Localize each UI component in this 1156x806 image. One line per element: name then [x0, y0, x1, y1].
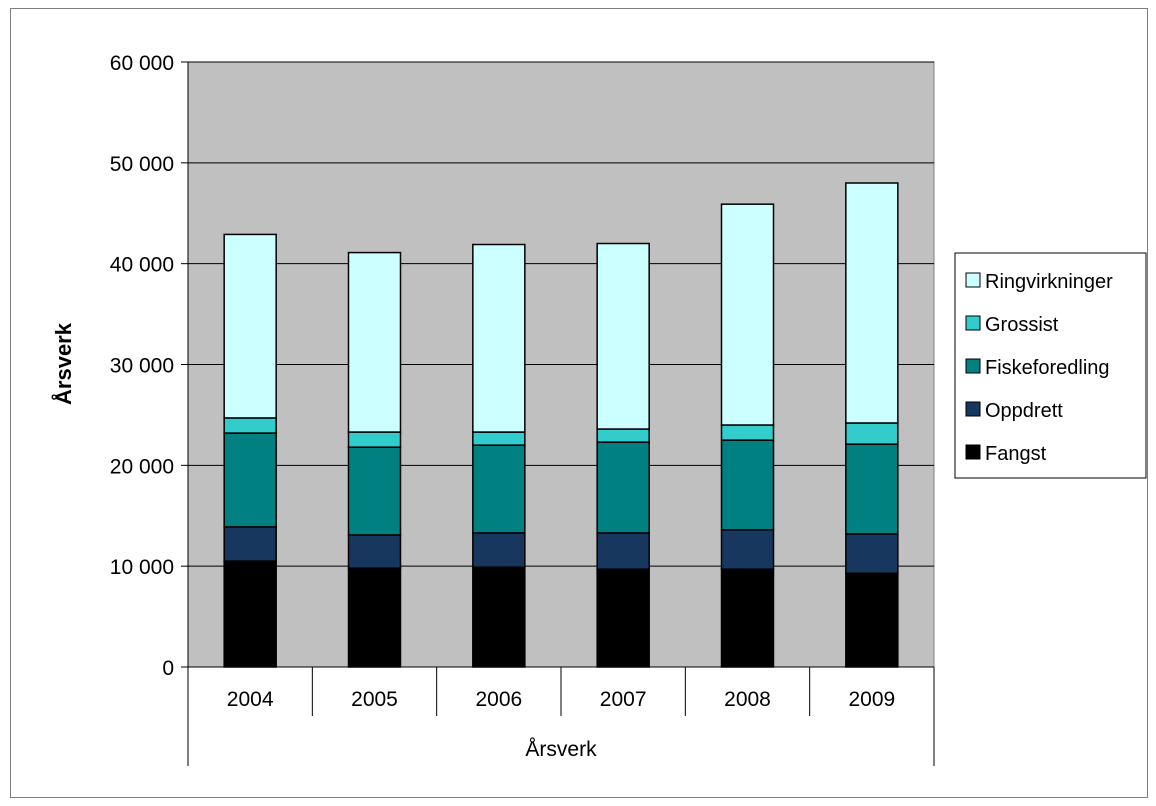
bar-segment: [720, 529, 775, 570]
bar-segment: [347, 446, 402, 536]
bar-segment: [845, 182, 899, 424]
legend-swatch: [965, 444, 981, 460]
bar-segment: [596, 242, 650, 430]
bar-segment: [223, 526, 277, 562]
bar-segment: [472, 431, 526, 446]
x-tick-label: 2006: [475, 688, 522, 711]
bar-segment: [472, 444, 526, 534]
bar-segment: [720, 203, 775, 426]
legend-swatch: [965, 358, 981, 374]
bar-segment: [596, 441, 650, 534]
bar-segment: [720, 439, 775, 531]
bar-segment: [596, 568, 650, 668]
bar-segment: [845, 572, 899, 668]
x-tick-label: 2007: [600, 688, 647, 711]
gridlines: [188, 61, 934, 567]
y-tick-label: 10 000: [110, 556, 174, 579]
legend-swatch: [965, 272, 981, 288]
x-tick-label: 2008: [724, 688, 771, 711]
bar-segment: [223, 233, 277, 419]
bar-segment: [347, 431, 402, 448]
bar-segment: [596, 532, 650, 570]
legend-label: Oppdrett: [985, 400, 1063, 422]
bar-segment: [845, 533, 899, 574]
legend-label: Grossist: [985, 314, 1059, 336]
y-tick-label: 20 000: [110, 455, 174, 478]
y-tick-label: 50 000: [110, 153, 174, 176]
legend-swatch: [965, 315, 981, 331]
bar-segment: [347, 534, 402, 569]
bars: [223, 182, 899, 668]
bar-segment: [845, 443, 899, 535]
legend-swatch: [965, 401, 981, 417]
bar-segment: [596, 428, 650, 443]
x-axis: 2004 2005 2006 2007 2008 2009: [187, 666, 935, 766]
legend: Ringvirkninger Grossist Fiskeforedling Oppd…: [954, 252, 1147, 479]
bar-segment: [472, 243, 526, 433]
x-tick-label: 2004: [227, 688, 274, 711]
bar-segment: [223, 417, 277, 434]
bar-segment: [845, 422, 899, 445]
x-tick-label: 2009: [848, 688, 895, 711]
y-axis-title: Årsverk: [50, 322, 76, 405]
legend-box: [954, 252, 1147, 479]
legend-label: Fangst: [985, 443, 1047, 465]
bar-segment: [472, 532, 526, 568]
x-axis-title: Årsverk: [525, 738, 597, 761]
bar-segment: [223, 432, 277, 528]
y-tick-label: 60 000: [110, 52, 174, 75]
y-axis: 0 10 000 20 000 30 000 40 000 50 000 60 000: [110, 52, 189, 680]
bar-segment: [223, 560, 277, 668]
bar-segment: [347, 251, 402, 433]
bar-segment: [720, 568, 775, 668]
y-tick-label: 40 000: [110, 254, 174, 277]
y-tick-label: 0: [162, 657, 174, 680]
bar-segment: [720, 424, 775, 441]
x-tick-label: 2005: [351, 688, 398, 711]
legend-label: Fiskeforedling: [985, 357, 1110, 379]
y-tick-label: 30 000: [110, 355, 174, 378]
bar-segment: [472, 566, 526, 668]
legend-label: Ringvirkninger: [985, 271, 1113, 293]
bar-segment: [347, 567, 402, 668]
